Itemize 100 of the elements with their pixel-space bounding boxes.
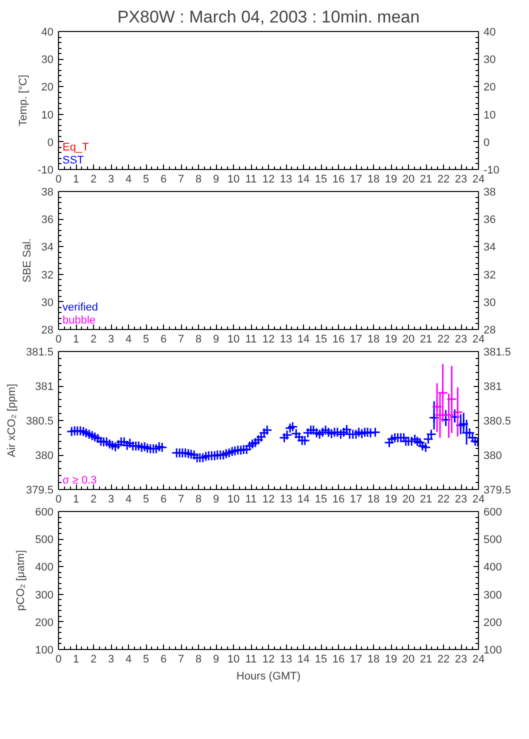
point	[452, 406, 463, 418]
y-tick-label: 20	[41, 82, 54, 94]
x-tick-label: 0	[55, 174, 62, 186]
y-tick-label: -10	[38, 164, 54, 176]
y-axis-title: SBE Sal.	[21, 238, 34, 283]
x-tick-label: 6	[160, 494, 167, 506]
x-tick-label: 16	[332, 654, 345, 666]
x-tick-label: 17	[350, 174, 362, 186]
x-tick-label: 17	[350, 494, 362, 506]
x-tick-label: 20	[402, 494, 415, 506]
x-tick-label: 5	[142, 334, 150, 346]
annotation: bubble	[62, 314, 96, 326]
y2-tick-label: 32	[484, 269, 496, 282]
y-tick-label: 100	[35, 644, 54, 656]
y-tick-label: 30	[41, 296, 54, 309]
y-tick-label: 0	[47, 136, 54, 149]
x-tick-label: 2	[90, 334, 97, 346]
x-tick-label: 4	[125, 494, 132, 506]
x-tick-label: 13	[280, 334, 292, 346]
y2-tick-label: 20	[484, 82, 496, 94]
y-tick-label: 32	[41, 269, 54, 282]
x-tick-label: 20	[402, 174, 415, 186]
x-tick-label: 10	[227, 174, 240, 186]
y-tick-label: 600	[35, 506, 54, 518]
point	[446, 394, 457, 404]
x-tick-label: 3	[108, 654, 114, 666]
x-tick-label: 4	[125, 334, 132, 346]
x-tick-label: 9	[212, 494, 220, 506]
x-tick-label: 7	[178, 334, 184, 346]
x-tick-label: 22	[437, 494, 450, 506]
x-tick-label: 8	[195, 494, 202, 506]
y2-tick-label: 30	[484, 54, 496, 66]
x-tick-label: 7	[178, 654, 184, 666]
x-tick-label: 3	[108, 494, 114, 506]
y2-tick-label: 36	[484, 214, 496, 226]
x-tick-label: 18	[367, 174, 380, 186]
x-tick-label: 11	[245, 334, 257, 346]
y-tick-label: 40	[41, 26, 54, 38]
y2-tick-label: 500	[484, 534, 502, 546]
y2-tick-label: 38	[484, 186, 496, 198]
x-tick-label: 22	[437, 174, 450, 186]
x-tick-label: 16	[332, 334, 345, 346]
x-tick-label: 1	[72, 494, 80, 506]
y-axis-title: Air xCO₂ [ppm]	[6, 384, 18, 458]
x-tick-label: 24	[472, 334, 485, 346]
y-tick-label: 400	[35, 562, 54, 574]
x-tick-label: 18	[367, 334, 380, 346]
x-tick-label: 18	[367, 494, 380, 506]
x-tick-label: 10	[227, 654, 240, 666]
x-tick-label: 7	[178, 494, 184, 506]
x-tick-label: 21	[420, 494, 432, 506]
x-tick-label: 15	[314, 494, 328, 506]
x-axis-title: Hours (GMT)	[236, 670, 301, 682]
text: σ ≥ 0.3	[62, 474, 97, 486]
y-tick-label: 381	[35, 381, 54, 393]
y-tick-label: 500	[35, 534, 54, 546]
x-tick-label: 18	[367, 654, 380, 666]
x-tick-label: 17	[350, 334, 362, 346]
y2-tick-label: 10	[484, 109, 496, 122]
x-tick-label: 22	[437, 334, 450, 346]
x-tick-label: 23	[454, 654, 468, 666]
y2-tick-label: 30	[484, 296, 496, 309]
y-axis-title: pCO₂ [μatm]	[15, 550, 28, 611]
annotation: verified	[62, 302, 98, 314]
y-axis-title: Temp. [°C]	[18, 74, 30, 126]
x-tick-label: 2	[90, 494, 97, 506]
x-tick-label: 15	[314, 174, 328, 186]
x-tick-label: 5	[142, 494, 150, 506]
x-tick-label: 23	[454, 494, 468, 506]
y-tick-label: 380	[35, 450, 54, 462]
y-tick-label: 34	[41, 242, 54, 254]
x-tick-label: 14	[297, 654, 310, 666]
x-tick-label: 1	[72, 654, 80, 666]
y-tick-label: 38	[41, 186, 54, 198]
x-tick-label: 4	[125, 654, 132, 666]
y2-tick-label: 381	[484, 381, 502, 393]
x-tick-label: 12	[262, 334, 275, 346]
y-tick-label: 381.5	[26, 346, 54, 358]
x-tick-label: 19	[384, 174, 398, 186]
x-tick-label: 24	[472, 654, 485, 666]
x-tick-label: 0	[55, 654, 62, 666]
point	[434, 410, 446, 420]
y2-tick-label: -10	[484, 164, 500, 176]
x-tick-label: 21	[420, 334, 432, 346]
x-tick-label: 4	[125, 174, 132, 186]
x-tick-label: 6	[160, 334, 167, 346]
point	[432, 401, 442, 412]
x-tick-label: 8	[195, 174, 202, 186]
x-tick-label: 15	[314, 334, 328, 346]
x-tick-label: 8	[195, 334, 202, 346]
y-tick-label: 30	[41, 54, 54, 66]
y2-tick-label: 400	[484, 562, 502, 574]
y2-tick-label: 300	[484, 589, 502, 602]
x-tick-label: 24	[472, 174, 485, 186]
x-tick-label: 23	[454, 174, 468, 186]
x-tick-label: 6	[160, 654, 167, 666]
x-tick-label: 2	[90, 174, 97, 186]
y-tick-label: 36	[41, 214, 54, 226]
y2-tick-label: 200	[484, 616, 502, 629]
x-tick-label: 7	[178, 174, 184, 186]
